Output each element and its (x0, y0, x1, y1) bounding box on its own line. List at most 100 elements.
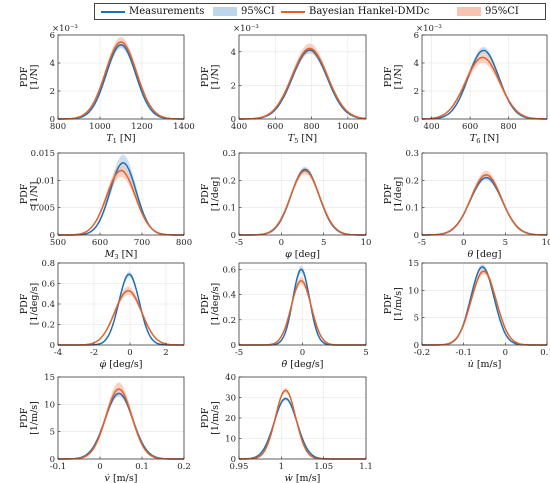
x-tick-label: 2 (163, 348, 168, 358)
x-axis-symbol: v̇ (105, 473, 111, 483)
x-tick-label: 700 (134, 238, 150, 248)
ci-band (239, 43, 366, 119)
x-axis-label: θ̇ [deg/s] (281, 359, 323, 370)
y-axis-unit: [1/N] (393, 65, 404, 90)
x-tick-label: 0.1 (540, 348, 550, 358)
y-axis-unit: [1/deg] (210, 177, 221, 211)
series-line (239, 168, 366, 236)
x-axis-unit: [m/s] (110, 473, 138, 483)
y-axis-label: PDF (19, 66, 30, 87)
y-exponent: ×10⁻³ (416, 24, 442, 34)
y-axis-label: PDF (200, 407, 211, 428)
y-tick-label: 0.01 (36, 176, 55, 186)
y-tick-label: 0.2 (41, 321, 55, 331)
x-tick-label: -4 (54, 348, 62, 358)
legend-label: Measurements (129, 6, 205, 17)
x-axis-label: T1 [N] (106, 133, 135, 145)
y-axis-label: PDF (200, 66, 211, 87)
x-tick-label: 0 (461, 238, 466, 248)
pdf-panel: -5 0 5 1000.10.20.3θ [deg]PDF [1/deg] (383, 149, 550, 260)
y-axis-unit: [1/N] (29, 182, 40, 207)
x-tick-label: 600 (462, 122, 478, 132)
ci-band (422, 51, 547, 119)
y-tick-label: 0.005 (31, 204, 55, 214)
y-tick-label: 6 (414, 31, 419, 41)
series-line (239, 397, 366, 460)
ci-band (58, 37, 184, 119)
y-tick-label: 10 (408, 286, 419, 296)
x-tick-label: 600 (267, 122, 283, 132)
x-tick-label: 400 (423, 122, 439, 132)
axes-frame (421, 34, 548, 120)
x-axis-unit: [m/s] (474, 359, 502, 370)
x-tick-label: -0.2 (414, 348, 430, 358)
x-axis-unit: [deg] (292, 249, 320, 260)
legend-label: Bayesian Hankel-DMDc (309, 6, 430, 17)
series-line (58, 289, 184, 346)
x-tick-label: -2 (90, 348, 98, 358)
legend-model-swatch (281, 11, 305, 13)
x-tick-label: 0.2 (177, 462, 191, 472)
y-axis-unit: [1/deg/s] (29, 283, 40, 326)
x-tick-label: 5 (363, 348, 368, 358)
x-tick-label: 1 (279, 462, 284, 472)
x-tick-label: 800 (500, 122, 516, 132)
axes-frame (421, 262, 548, 346)
y-tick-label: 0.3 (405, 149, 419, 159)
y-exponent: ×10⁻³ (52, 24, 78, 34)
x-tick-label: 1000 (89, 122, 111, 132)
x-axis-unit: [N] (119, 249, 138, 260)
series-line (422, 174, 547, 236)
x-tick-label: 500 (50, 238, 66, 248)
x-tick-label: 1.1 (359, 462, 373, 472)
pdf-panel: 0.95 1 1.05 1.1 0 10 20 30 40 ẇ [m/s] PDF [1/m/s] (200, 373, 373, 483)
x-tick-label: 1400 (173, 122, 195, 132)
x-tick-label: 1.05 (314, 462, 333, 472)
ci-band (239, 166, 366, 235)
series-line (422, 270, 547, 346)
series-line (58, 388, 184, 460)
x-axis-label: φ [deg] (285, 249, 320, 260)
y-tick-label: 0 (231, 341, 236, 351)
x-tick-label: 800 (50, 122, 66, 132)
x-tick-label: 0 (97, 462, 102, 472)
pdf-panel: -4 -2 0 2 0 0.2 0.4 0.6 0.8 φ̇ [deg/s] PDF [1/deg/s… (19, 259, 185, 370)
y-axis-unit: [1/N] (210, 65, 221, 90)
x-axis-label: θ [deg] (468, 249, 502, 260)
y-tick-label: 4 (50, 59, 55, 69)
series-line (58, 41, 184, 120)
axes-frame (238, 34, 367, 120)
y-exponent: ×10⁻³ (233, 24, 259, 34)
axes-frame (421, 152, 548, 236)
x-axis-unit: [N] (298, 133, 317, 144)
x-tick-label: -0.1 (50, 462, 66, 472)
legend-measurements-ci-swatch (213, 7, 237, 16)
y-tick-label: 0 (414, 341, 419, 351)
x-tick-label: 0.1 (135, 462, 149, 472)
y-tick-label: 0.2 (405, 176, 419, 186)
y-tick-label: 0.1 (405, 204, 419, 214)
series-line (422, 266, 547, 346)
axes-frame (57, 376, 185, 460)
y-axis-label: PDF (383, 66, 394, 87)
x-axis-label: T5 [N] (288, 133, 317, 145)
legend: Measurements 95%CI Bayesian Hankel-DMDc … (94, 3, 546, 20)
x-axis-label: v̇ [m/s] (105, 473, 138, 483)
y-tick-label: 0 (414, 115, 419, 125)
pdf-panel: 500 600 700 800 0 0.005 0.01 0.015 M3 [N] PDF [1/N… (19, 149, 192, 261)
x-tick-label: -5 (235, 348, 243, 358)
y-tick-label: 40 (225, 373, 236, 383)
x-axis-symbol: φ (285, 249, 292, 260)
legend-label: 95%CI (241, 6, 275, 17)
x-axis-subscript: 1 (113, 137, 117, 145)
ci-band (58, 41, 184, 119)
x-axis-label: M3 [N] (104, 249, 138, 261)
pdf-panel: 800 1000 1200 1400 0 2 4 6×10⁻³ T1 [N] PDF [1/N] (19, 24, 195, 145)
ci-band (422, 174, 547, 235)
y-tick-label: 2 (50, 87, 55, 97)
x-tick-label: 400 (231, 122, 247, 132)
x-axis-symbol: T (470, 133, 477, 144)
x-tick-label: 10 (542, 238, 550, 248)
x-axis-label: T6 [N] (470, 133, 499, 145)
